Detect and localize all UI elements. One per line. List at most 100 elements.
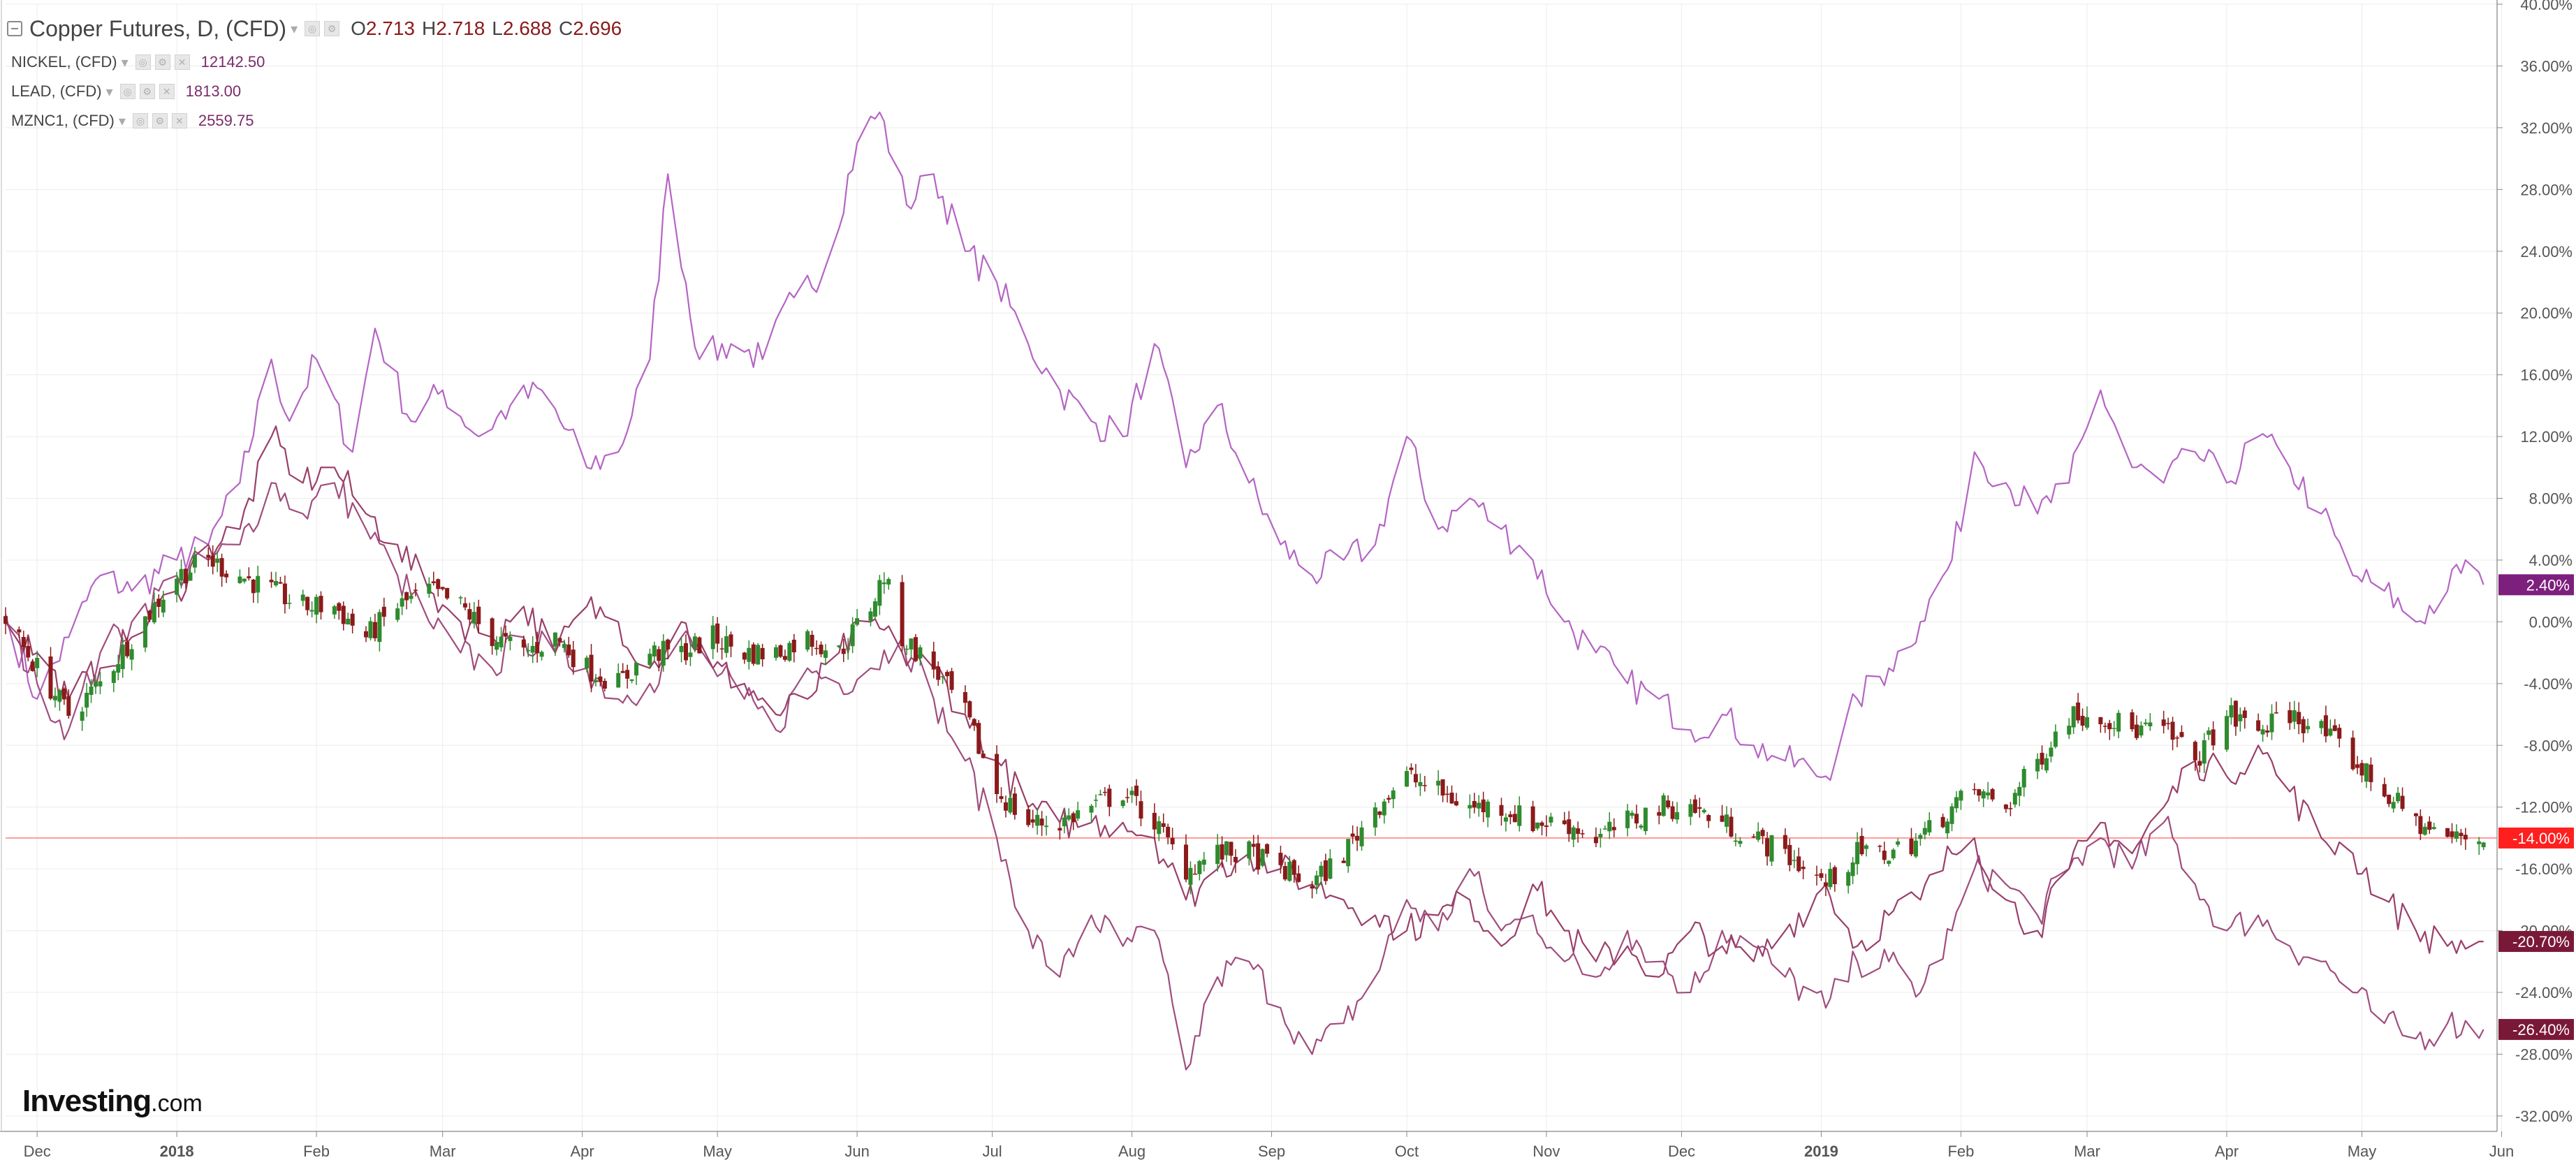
candle-body xyxy=(1076,810,1081,819)
candle xyxy=(1183,834,1188,883)
chevron-down-icon[interactable]: ▾ xyxy=(291,21,298,37)
candle xyxy=(1954,791,1959,813)
visibility-icon[interactable]: ◎ xyxy=(305,21,321,36)
candle-body xyxy=(1792,860,1796,861)
candle-body xyxy=(585,657,590,669)
x-tick-label: Apr xyxy=(571,1143,594,1160)
candle xyxy=(2071,705,2076,734)
candle-body xyxy=(1815,874,1820,876)
y-tick-label: 40.00% xyxy=(2520,0,2573,13)
chevron-down-icon[interactable]: ▾ xyxy=(105,84,113,100)
candle xyxy=(1161,813,1166,833)
candle xyxy=(508,631,513,651)
candle-body xyxy=(683,643,688,661)
candle xyxy=(2337,724,2342,748)
candle xyxy=(85,682,89,717)
candle-body xyxy=(602,680,607,689)
y-axis[interactable]: 40.00% 36.00% 32.00% 28.00% 24.00% 20.00% 16.0… xyxy=(2497,0,2573,1125)
candle-body xyxy=(2166,723,2171,724)
candle xyxy=(526,643,531,657)
close-icon[interactable]: ✕ xyxy=(174,54,190,70)
candle xyxy=(242,578,247,584)
candle-body xyxy=(877,580,882,606)
chevron-down-icon[interactable]: ▾ xyxy=(118,113,126,129)
candle xyxy=(2229,698,2234,725)
settings-icon[interactable]: ⚙ xyxy=(324,21,340,36)
candle-body xyxy=(94,682,98,687)
candle xyxy=(314,594,319,624)
candle-body xyxy=(747,647,752,662)
candle-body xyxy=(1170,837,1175,844)
candle xyxy=(918,645,923,666)
candle-body xyxy=(1449,792,1454,804)
candle-body xyxy=(2332,725,2337,731)
candle xyxy=(2400,787,2405,812)
chevron-down-icon[interactable]: ▾ xyxy=(121,54,129,71)
candle xyxy=(972,719,976,731)
candle xyxy=(1977,788,1982,802)
candle xyxy=(269,571,274,588)
candle-body xyxy=(1535,822,1540,829)
candle-body xyxy=(61,689,66,700)
candle xyxy=(364,626,369,643)
compare-symbol-label[interactable]: NICKEL, (CFD) xyxy=(11,53,117,71)
x-axis[interactable]: Dec 2018 Feb Mar Apr May Jun Jul Aug Sep Oct Nov Dec… xyxy=(24,1131,2515,1160)
investing-logo: Investing.com xyxy=(22,1084,203,1119)
close-icon[interactable]: ✕ xyxy=(171,113,187,129)
candle-body xyxy=(1823,882,1828,887)
candle-body xyxy=(1201,859,1206,865)
compare-symbol-label[interactable]: MZNC1, (CFD) xyxy=(11,112,115,129)
settings-icon[interactable]: ⚙ xyxy=(154,54,170,70)
candle-body xyxy=(445,587,450,599)
compare-symbol-label[interactable]: LEAD, (CFD) xyxy=(11,82,102,100)
candle xyxy=(1201,852,1206,872)
candle xyxy=(21,631,26,650)
candle-body xyxy=(1909,838,1914,855)
main-symbol-label[interactable]: Copper Futures, D, (CFD) xyxy=(29,15,287,41)
candle-body xyxy=(98,681,103,687)
candle-body xyxy=(1783,835,1787,849)
candle xyxy=(1981,789,1986,807)
candle-body xyxy=(1918,835,1923,839)
visibility-icon[interactable]: ◎ xyxy=(135,54,151,70)
candle xyxy=(1670,801,1675,822)
candle xyxy=(1093,794,1098,808)
candle-body xyxy=(1067,815,1071,820)
candle-body xyxy=(1850,862,1855,876)
candle-body xyxy=(2481,842,2486,848)
candle-body xyxy=(2463,835,2468,839)
candle-body xyxy=(147,610,152,620)
candle xyxy=(1769,835,1774,866)
candle xyxy=(1436,770,1441,795)
candle xyxy=(2481,842,2486,851)
x-tick-label: Nov xyxy=(1532,1143,1560,1160)
candle xyxy=(26,636,31,661)
candle xyxy=(1382,798,1386,824)
candle xyxy=(585,655,590,673)
candle xyxy=(282,575,287,614)
visibility-icon[interactable]: ◎ xyxy=(132,113,148,129)
visibility-icon[interactable]: ◎ xyxy=(119,84,136,99)
candle xyxy=(1386,795,1391,803)
candle-body xyxy=(1089,805,1094,813)
candle-body xyxy=(1769,835,1774,862)
settings-icon[interactable]: ⚙ xyxy=(139,84,155,99)
candle xyxy=(1454,793,1458,807)
collapse-icon[interactable] xyxy=(7,21,22,36)
close-icon[interactable]: ✕ xyxy=(159,84,175,99)
candle xyxy=(1044,816,1049,836)
candle-body xyxy=(467,609,472,620)
candle-body xyxy=(1882,851,1887,860)
candle xyxy=(1918,833,1923,846)
candle xyxy=(1328,849,1333,880)
candle-body xyxy=(886,579,891,585)
candle-body xyxy=(1291,860,1296,875)
settings-icon[interactable]: ⚙ xyxy=(152,113,168,129)
candle xyxy=(1486,799,1491,828)
candle xyxy=(1530,800,1535,832)
candle-body xyxy=(35,657,40,668)
candle-body xyxy=(2035,758,2040,772)
candle-body xyxy=(1287,861,1292,881)
